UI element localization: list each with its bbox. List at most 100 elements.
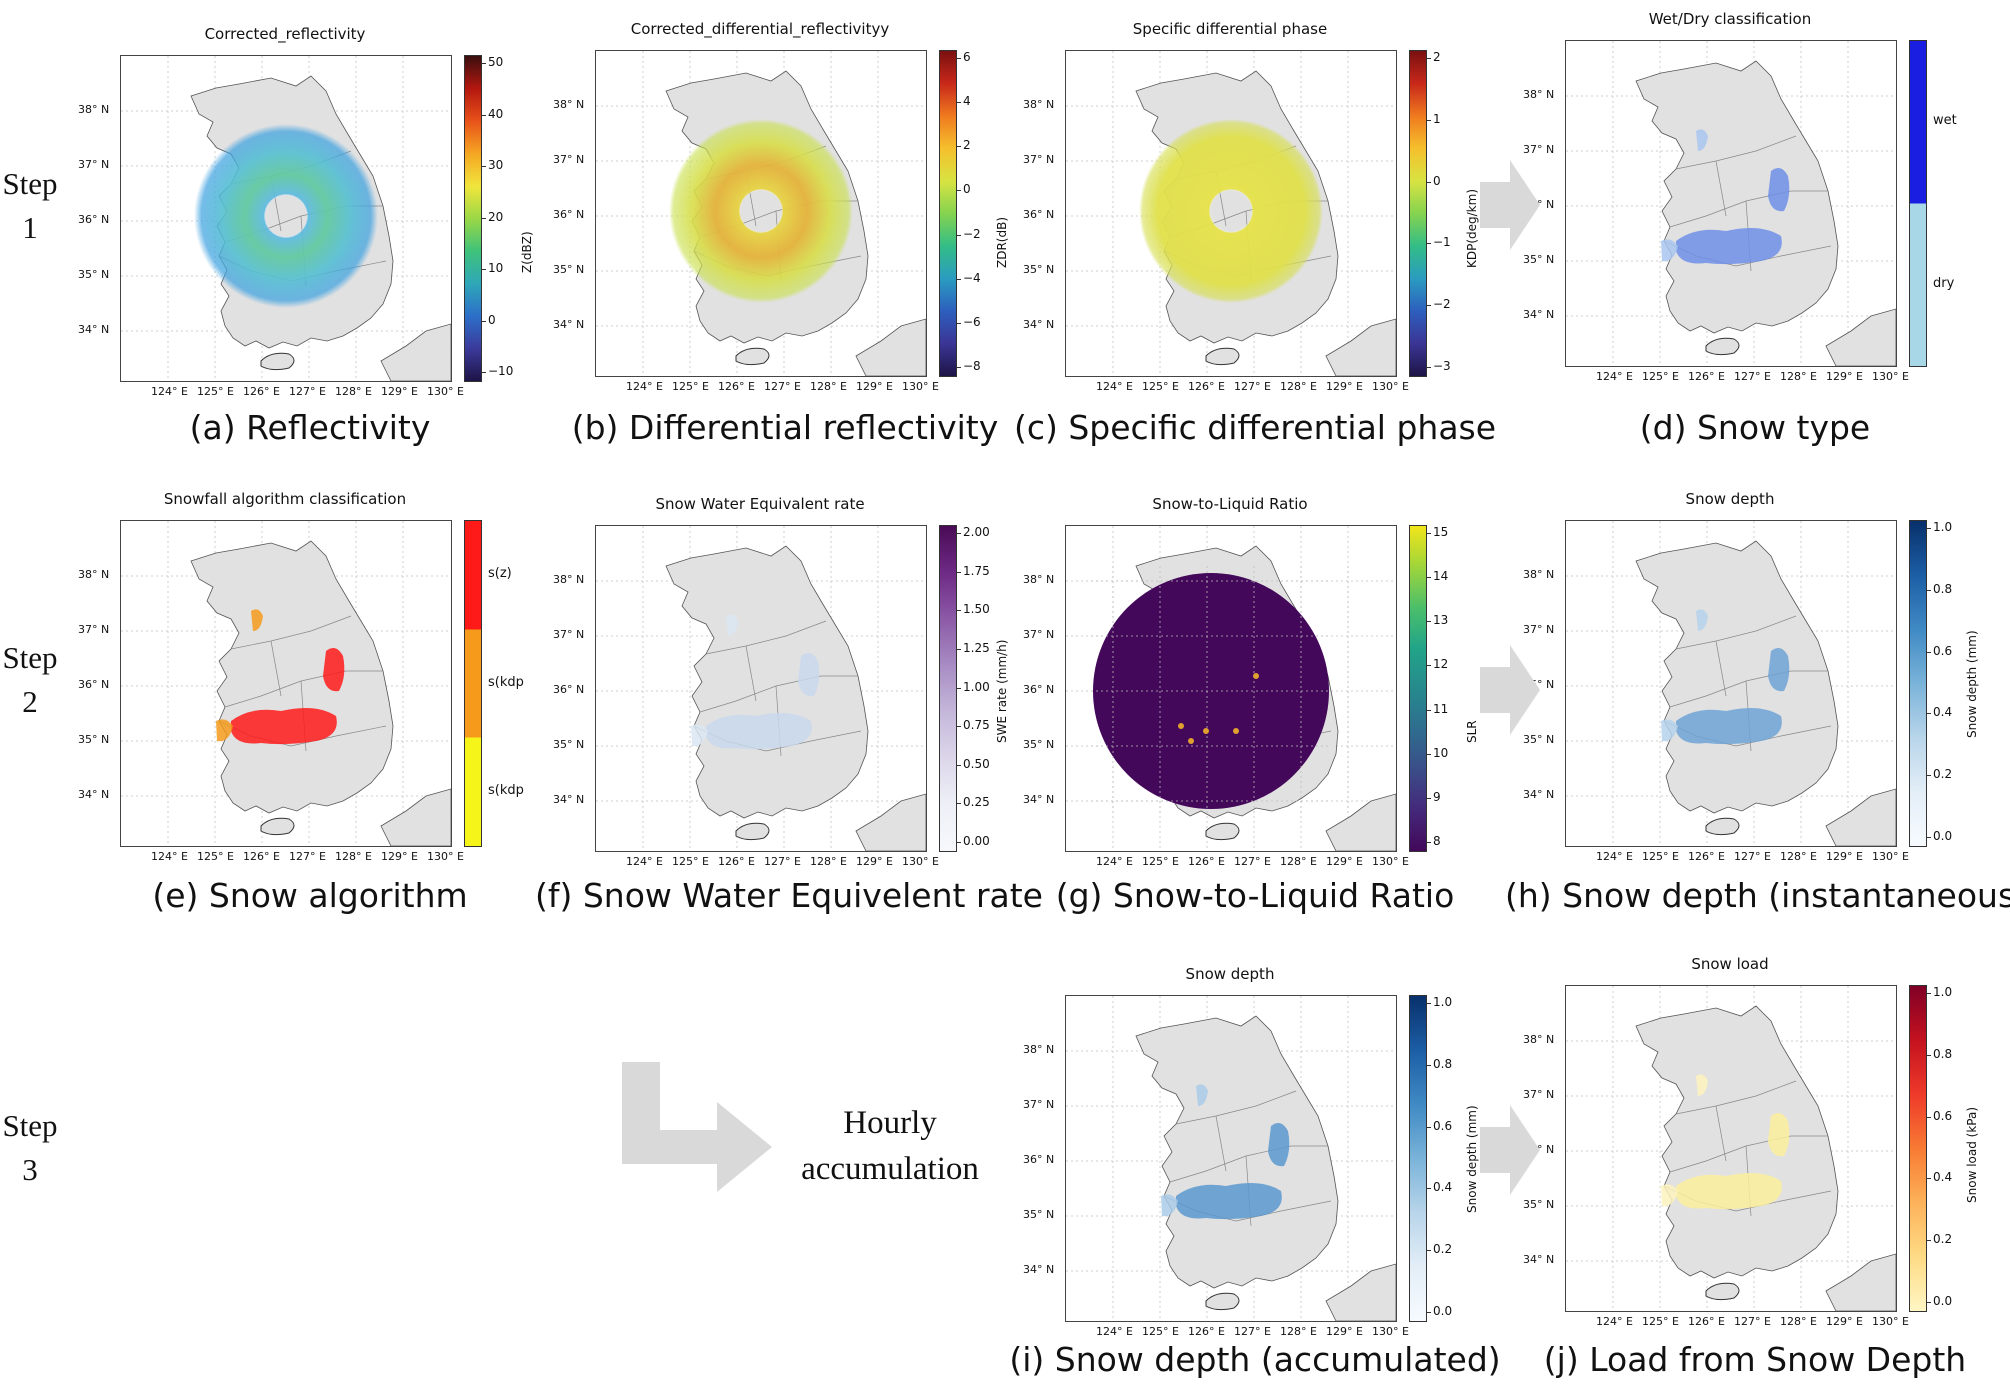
snow-echo-area (1268, 1122, 1290, 1167)
map-frame (120, 55, 452, 382)
korea-landmass (665, 545, 869, 819)
map-frame (1565, 520, 1897, 847)
panel-e: Snowfall algorithm classification 38° N 37… (78, 490, 560, 875)
lon-tick-label: 125° E (1642, 370, 1679, 383)
lon-tick-label: 130° E (1372, 1325, 1409, 1338)
accum-line-1: Hourly (843, 1105, 937, 1141)
snow-echo-area (1696, 129, 1708, 151)
colorbar-tick-label: −2 (957, 226, 981, 241)
lon-tick-label: 128° E (1280, 380, 1317, 393)
lon-tick-label: 125° E (197, 385, 234, 398)
step-word: Step (2, 166, 58, 201)
lat-tick-label: 35° N (553, 738, 585, 751)
colorbar-tick-label: 6 (957, 50, 971, 64)
map-frame (1065, 525, 1397, 852)
category-label: s(kdp (488, 782, 524, 798)
lon-tick-label: 125° E (1642, 850, 1679, 863)
lon-tick-label: 127° E (1734, 1315, 1771, 1328)
colorbar-tick-label: −3 (1427, 359, 1451, 373)
lon-tick-label: 124° E (626, 380, 663, 393)
step-word: Step (2, 1108, 58, 1143)
radar-map (596, 526, 926, 851)
colorbar-tick-label: 0.2 (1426, 1242, 1453, 1257)
radar-echo-field (669, 119, 853, 303)
colorbar-axis-title: ZDR(dB) (995, 216, 1009, 268)
colorbar-tick-label: 1.50 (957, 602, 990, 617)
colorbar-tick-label: 10 (1426, 745, 1449, 760)
colorbar-tick-label: 0.2 (1926, 767, 1953, 782)
colorbar-axis-title: SLR (1465, 719, 1479, 743)
colorbar-tick-label: 1.0 (1926, 520, 1953, 534)
colorbar-tick-label: 0.4 (1926, 1170, 1953, 1185)
map-frame (595, 50, 927, 377)
colorbar (1409, 995, 1427, 1322)
colorbar-tick-label: 0.2 (1926, 1232, 1953, 1247)
lon-tick-label: 128° E (1780, 370, 1817, 383)
lon-tick-label: 128° E (810, 380, 847, 393)
lat-tick-label: 35° N (1023, 263, 1055, 276)
colorbar-axis-title: Snow depth (mm) (1965, 629, 1979, 738)
colorbar-tick-label: 0.0 (1426, 1304, 1453, 1318)
colorbar-tick-label: 0.50 (957, 756, 990, 771)
lat-tick-label: 38° N (1023, 573, 1055, 586)
colorbar-tick-label: 30 (481, 158, 504, 172)
panel-caption-a: (a) Reflectivity (189, 408, 431, 447)
panel-i: Snow depth 38° N 37° N 36° N 35° N 34° N 124° … (1023, 965, 1505, 1350)
lat-tick-label: 38° N (1523, 568, 1555, 581)
lat-tick-label: 35° N (78, 733, 110, 746)
lon-tick-label: 129° E (856, 855, 893, 868)
lon-tick-label: 126° E (1688, 370, 1725, 383)
colorbar (1909, 40, 1927, 367)
lat-tick-label: 38° N (78, 103, 110, 116)
radar-map (1566, 521, 1896, 846)
lon-tick-label: 124° E (1596, 850, 1633, 863)
lon-tick-label: 126° E (243, 850, 280, 863)
colorbar-tick-label: 15 (1426, 525, 1449, 539)
lon-tick-label: 127° E (1734, 370, 1771, 383)
lat-tick-label: 37° N (1023, 153, 1055, 166)
lon-tick-label: 130° E (1372, 855, 1409, 868)
colorbar-tick-label: 11 (1426, 701, 1449, 716)
colorbar-axis-title: KDP(deg/km) (1465, 188, 1479, 268)
lat-tick-label: 34° N (1023, 318, 1055, 331)
korea-landmass (1635, 540, 1839, 814)
flow-arrow-right-icon (1480, 645, 1540, 735)
map-frame (595, 525, 927, 852)
snow-echo-area (231, 707, 337, 745)
lat-tick-label: 34° N (1523, 308, 1555, 321)
category-label: wet (1933, 113, 1957, 129)
colorbar-axis-title: Snow load (kPa) (1965, 1106, 1979, 1203)
radar-echo-field (194, 124, 378, 308)
colorbar-tick-label: −10 (481, 364, 514, 378)
colorbar-tick-label: 14 (1426, 569, 1449, 584)
lat-tick-label: 36° N (1023, 683, 1055, 696)
snow-echo-area (1161, 1194, 1178, 1217)
radar-map (1066, 51, 1396, 376)
lat-tick-label: 37° N (1023, 1098, 1055, 1111)
panel-caption-h: (h) Snow depth (instantaneous) (1505, 876, 2010, 915)
panel-title: Snow load (1691, 955, 1769, 973)
lat-tick-label: 35° N (1523, 1198, 1555, 1211)
colorbar-tick-label: 9 (1427, 789, 1441, 804)
lat-tick-label: 38° N (553, 98, 585, 111)
panel-title: Corrected_differential_reflectivityy (630, 20, 890, 38)
korea-landmass (1635, 1005, 1839, 1279)
step-2-label: Step 2 (0, 636, 60, 724)
lat-tick-label: 36° N (78, 213, 110, 226)
lon-tick-label: 130° E (1872, 1315, 1909, 1328)
snow-echo-area (216, 719, 233, 742)
snow-echo-area (1768, 647, 1790, 692)
step-1-label: Step 1 (0, 162, 60, 250)
colorbar-tick-label: 1.75 (957, 563, 990, 578)
lat-tick-label: 38° N (1523, 1033, 1555, 1046)
panel-title: Snowfall algorithm classification (163, 490, 407, 508)
flow-arrow-down-right-icon (622, 1062, 772, 1192)
panel-a: Corrected_reflectivity 38° N 37° N 36° N 35°… (78, 25, 560, 410)
lat-tick-label: 38° N (1023, 98, 1055, 111)
panel-title: Specific differential phase (1132, 20, 1328, 38)
snow-echo-area (1661, 239, 1678, 262)
colorbar-tick-label: 0.8 (1926, 581, 1953, 596)
lon-tick-label: 126° E (1188, 380, 1225, 393)
radar-echo-field (1139, 119, 1323, 303)
lat-tick-label: 36° N (553, 208, 585, 221)
